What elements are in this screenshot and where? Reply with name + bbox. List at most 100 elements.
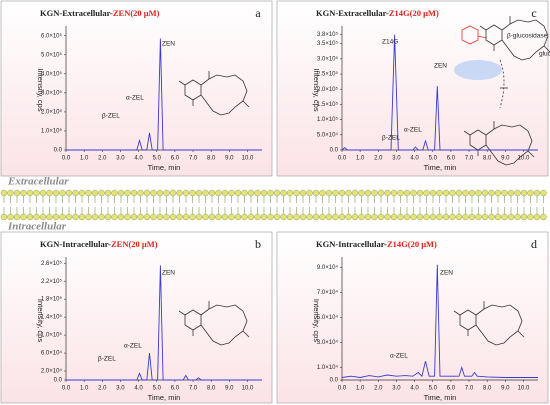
title-compound: ZEN(20 μM) (113, 8, 160, 18)
lipid-head (306, 213, 313, 221)
lipid-head (33, 213, 40, 221)
panel-frame (0, 231, 273, 404)
y-tick-label: 1.0×10⁵ (317, 116, 339, 123)
y-tick-label: 2.0×10⁵ (317, 86, 339, 93)
x-tick-label: 2.0 (98, 386, 107, 392)
lipid-head (371, 189, 378, 197)
y-tick-label: 3.8×10⁵ (317, 31, 339, 38)
lipid-head (156, 189, 164, 197)
lipid-head (533, 189, 541, 197)
lipid-head (143, 213, 151, 221)
lipid-head (20, 189, 27, 197)
lipid-head (273, 213, 281, 221)
lipid-head (481, 213, 489, 221)
lipid-head (260, 189, 268, 197)
chromatogram-line (341, 34, 538, 151)
lipid-head (410, 189, 417, 197)
lipid-head (46, 189, 53, 197)
lipid-head (299, 213, 307, 221)
region-label: Intracellular (7, 221, 67, 233)
lipid-head (39, 189, 47, 197)
title-compound: Z14G(20 μM) (387, 239, 437, 249)
lipid-head (182, 189, 190, 197)
y-tick-label: 3.5×10⁵ (317, 40, 339, 47)
lipid-head (104, 213, 112, 221)
x-tick-label: 6.0 (171, 386, 180, 392)
lipid-head (189, 213, 196, 221)
x-tick-label: 2.0 (374, 386, 383, 392)
lipid-head (397, 189, 404, 197)
lipid-head (403, 189, 411, 197)
lipid-head (377, 189, 385, 197)
y-tick-label: 2.6×10⁵ (41, 260, 63, 267)
lipid-head (13, 213, 21, 221)
lipid-head (436, 189, 443, 197)
lipid-head (520, 213, 528, 221)
lipid-head (234, 213, 242, 221)
lipid-head (514, 189, 521, 197)
lipid-head (494, 189, 502, 197)
lipid-head (0, 189, 8, 197)
y-tick-label: 9.0×10⁴ (317, 264, 339, 271)
lipid-head (247, 213, 255, 221)
y-tick-label: 0.0 (54, 148, 63, 154)
lipid-head (312, 213, 320, 221)
lipid-head (468, 189, 476, 197)
lipid-head (117, 189, 125, 197)
annotation: ZEN (440, 270, 453, 277)
x-tick-label: 4.0 (410, 386, 419, 392)
lipid-head (527, 213, 534, 221)
lipid-head (377, 213, 385, 221)
lipid-head (351, 213, 359, 221)
lipid-head (462, 213, 469, 221)
x-tick-label: 5.0 (429, 156, 438, 162)
y-tick-label: 3.0×10⁵ (317, 55, 339, 62)
lipid-head (98, 189, 105, 197)
lipid-head (520, 189, 528, 197)
lipid-head (507, 189, 515, 197)
lipid-head (208, 189, 216, 197)
lipid-head (449, 213, 456, 221)
lipid-head (254, 213, 261, 221)
lipid-head (163, 189, 170, 197)
x-axis-label: Time, min (424, 163, 457, 172)
x-tick-label: 4.0 (134, 156, 143, 162)
lipid-head (481, 189, 489, 197)
annotation: ZEN (162, 270, 175, 277)
lipid-head (150, 189, 157, 197)
x-tick-label: 9.0 (501, 156, 510, 162)
y-tick-label: 1.0×10⁴ (317, 364, 339, 371)
chromatogram-line (341, 264, 538, 378)
chart-title: KGN-Extracellular-Z14G(20 μM) (316, 8, 439, 18)
lipid-head (475, 189, 482, 197)
panel-letter: a (255, 6, 261, 20)
lipid-head (52, 213, 60, 221)
lipid-head (319, 213, 326, 221)
lipid-head (507, 213, 515, 221)
lipid-head (371, 213, 378, 221)
title-compound: Z14G(20 μM) (389, 8, 439, 18)
x-tick-label: 1.0 (356, 386, 365, 392)
lipid-head (130, 189, 138, 197)
lipid-head (59, 189, 66, 197)
glucoside-structure (454, 15, 550, 109)
panel-letter: d (531, 237, 537, 251)
title-text: KGN-Extracellular- (316, 8, 389, 18)
y-tick-label: 6.0×10⁵ (41, 32, 63, 39)
lipid-head (488, 213, 495, 221)
x-tick-label: 8.0 (207, 156, 216, 162)
lipid-head (59, 213, 66, 221)
y-axis-label: Intensity, cps (312, 68, 321, 111)
x-tick-label: 6.0 (447, 386, 456, 392)
annotation: β-glucosidase (507, 33, 548, 40)
lipid-head (26, 213, 34, 221)
lipid-head (442, 189, 450, 197)
lipid-head (468, 213, 476, 221)
annotation: Z14G (382, 39, 398, 46)
lipid-head (533, 213, 541, 221)
lipid-head (7, 189, 14, 197)
x-tick-label: 1.0 (80, 386, 89, 392)
lipid-head (221, 189, 229, 197)
lipid-head (221, 213, 229, 221)
lipid-head (260, 213, 268, 221)
